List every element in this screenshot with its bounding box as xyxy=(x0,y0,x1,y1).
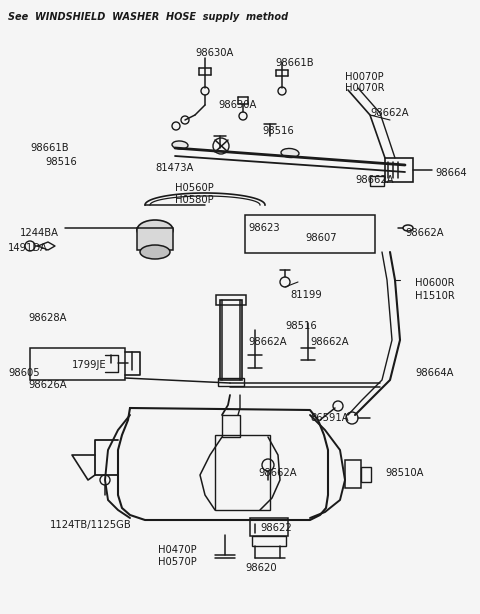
Text: 98661B: 98661B xyxy=(30,143,69,153)
Bar xyxy=(250,518,288,536)
Bar xyxy=(245,215,375,253)
Bar xyxy=(220,300,242,380)
Text: 98662A: 98662A xyxy=(310,337,348,347)
Text: 98664A: 98664A xyxy=(415,368,454,378)
Text: 98664: 98664 xyxy=(435,168,467,178)
Text: 98605: 98605 xyxy=(8,368,40,378)
Ellipse shape xyxy=(140,245,170,259)
Bar xyxy=(215,435,270,510)
Bar xyxy=(252,536,286,546)
Text: 98626A: 98626A xyxy=(28,380,67,390)
Text: H0570P: H0570P xyxy=(158,557,197,567)
Text: 81473A: 81473A xyxy=(155,163,193,173)
Text: See  WINDSHIELD  WASHER  HOSE  supply  method: See WINDSHIELD WASHER HOSE supply method xyxy=(8,12,288,22)
Text: 1244BA: 1244BA xyxy=(20,228,59,238)
Text: 98620: 98620 xyxy=(245,563,276,573)
Ellipse shape xyxy=(137,220,173,240)
Text: 98510A: 98510A xyxy=(385,468,423,478)
Text: H0580P: H0580P xyxy=(175,195,214,205)
Text: 98622: 98622 xyxy=(260,523,292,533)
Text: 98628A: 98628A xyxy=(28,313,67,323)
Text: 1491DA: 1491DA xyxy=(8,243,48,253)
Bar xyxy=(361,467,371,482)
Text: 98662A: 98662A xyxy=(355,175,394,185)
Text: 98630A: 98630A xyxy=(195,48,233,58)
Text: 1799JE: 1799JE xyxy=(72,360,107,370)
Bar xyxy=(370,176,384,186)
Text: 98630A: 98630A xyxy=(218,100,256,110)
Text: H0070R: H0070R xyxy=(345,83,384,93)
Bar xyxy=(222,415,240,437)
Text: 98607: 98607 xyxy=(305,233,336,243)
Text: 98516: 98516 xyxy=(285,321,317,331)
Text: 98662A: 98662A xyxy=(258,468,297,478)
Text: 98623: 98623 xyxy=(248,223,280,233)
Text: H0600R: H0600R xyxy=(415,278,455,288)
Text: 98516: 98516 xyxy=(45,157,77,167)
Text: 98662A: 98662A xyxy=(248,337,287,347)
Bar xyxy=(216,295,246,305)
Text: H1510R: H1510R xyxy=(415,291,455,301)
Text: H0470P: H0470P xyxy=(158,545,197,555)
Text: 98662A: 98662A xyxy=(370,108,408,118)
Ellipse shape xyxy=(172,141,188,149)
Text: H0560P: H0560P xyxy=(175,183,214,193)
Bar xyxy=(218,378,244,386)
Bar xyxy=(385,158,413,182)
Text: 1124TB/1125GB: 1124TB/1125GB xyxy=(50,520,132,530)
Text: 98662A: 98662A xyxy=(405,228,444,238)
Text: 98661B: 98661B xyxy=(275,58,313,68)
Text: 81199: 81199 xyxy=(290,290,322,300)
Bar xyxy=(30,348,125,380)
Bar xyxy=(345,460,361,488)
Text: 86591A: 86591A xyxy=(310,413,348,423)
Bar xyxy=(137,228,173,250)
Text: H0070P: H0070P xyxy=(345,72,384,82)
Ellipse shape xyxy=(281,149,299,158)
Text: 98516: 98516 xyxy=(262,126,294,136)
